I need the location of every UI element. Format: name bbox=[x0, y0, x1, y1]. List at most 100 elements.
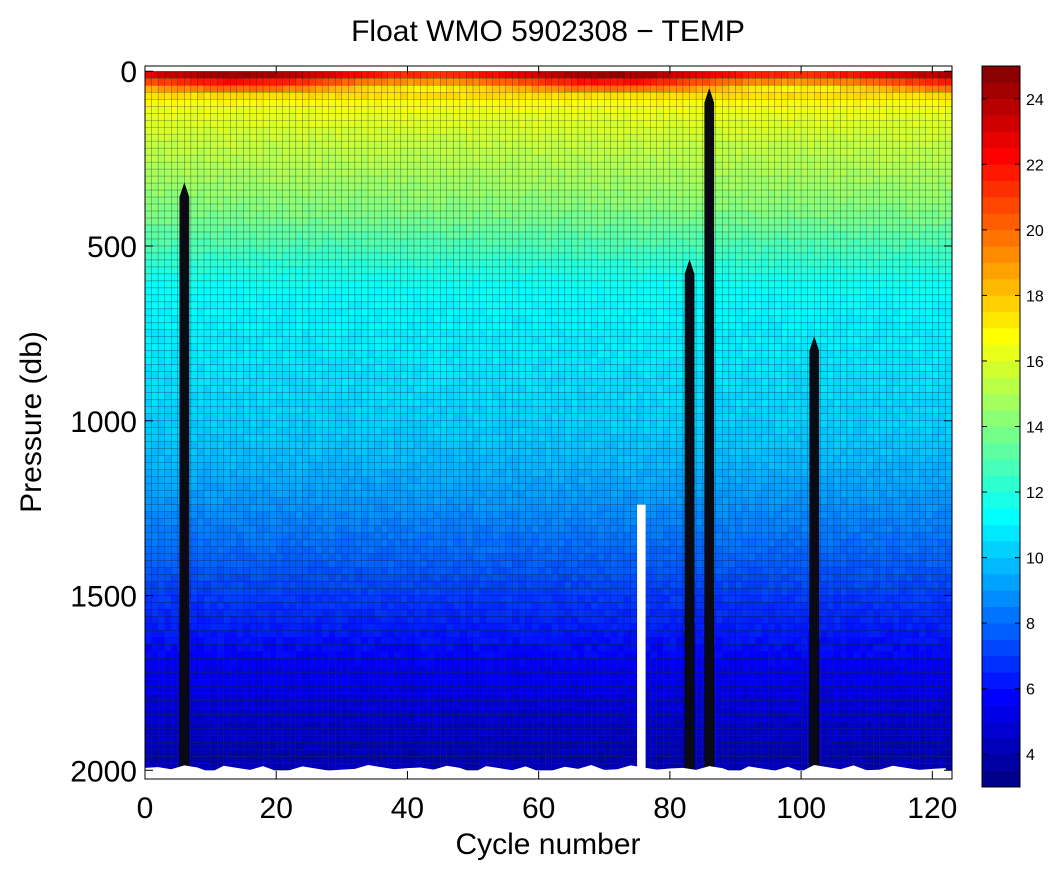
heatmap-cell bbox=[295, 392, 303, 400]
heatmap-cell bbox=[269, 385, 277, 393]
heatmap-cell bbox=[321, 140, 329, 149]
heatmap-cell bbox=[276, 679, 283, 687]
heatmap-cell bbox=[262, 644, 270, 652]
heatmap-cell bbox=[184, 92, 192, 100]
heatmap-cell bbox=[341, 106, 349, 114]
heatmap-cell bbox=[459, 175, 467, 184]
heatmap-cell bbox=[446, 203, 454, 212]
heatmap-cell bbox=[466, 476, 474, 484]
heatmap-cell bbox=[276, 406, 283, 414]
heatmap-cell bbox=[400, 518, 408, 526]
heatmap-cell bbox=[321, 364, 329, 372]
heatmap-cell bbox=[348, 99, 356, 107]
heatmap-cell bbox=[354, 518, 362, 526]
heatmap-cell bbox=[151, 182, 159, 191]
heatmap-cell bbox=[276, 707, 283, 715]
heatmap-cell bbox=[144, 315, 152, 324]
heatmap-cell bbox=[335, 728, 343, 736]
heatmap-cell bbox=[308, 595, 316, 603]
heatmap-cell bbox=[203, 637, 211, 645]
heatmap-cell bbox=[446, 574, 454, 582]
heatmap-cell bbox=[400, 224, 408, 233]
heatmap-cell bbox=[466, 133, 474, 142]
heatmap-cell bbox=[236, 483, 244, 491]
heatmap-cell bbox=[354, 588, 362, 596]
heatmap-cell bbox=[308, 259, 316, 268]
heatmap-cell bbox=[354, 113, 362, 121]
heatmap-cell bbox=[433, 71, 441, 79]
heatmap-cell bbox=[197, 490, 205, 498]
heatmap-cell bbox=[335, 245, 343, 254]
heatmap-cell bbox=[433, 742, 441, 750]
heatmap-cell bbox=[190, 168, 198, 177]
heatmap-cell bbox=[341, 749, 349, 757]
heatmap-cell bbox=[269, 392, 277, 400]
heatmap-cell bbox=[446, 686, 454, 694]
heatmap-cell bbox=[171, 294, 178, 303]
heatmap-cell bbox=[407, 119, 415, 128]
heatmap-cell bbox=[374, 378, 382, 386]
heatmap-cell bbox=[354, 707, 362, 715]
heatmap-cell bbox=[394, 735, 402, 743]
heatmap-cell bbox=[321, 119, 329, 128]
heatmap-cell bbox=[171, 106, 178, 114]
heatmap-cell bbox=[341, 448, 349, 456]
heatmap-cell bbox=[466, 602, 474, 610]
heatmap-cell bbox=[394, 644, 402, 652]
heatmap-cell bbox=[249, 427, 257, 435]
heatmap-cell bbox=[361, 273, 369, 282]
heatmap-cell bbox=[203, 609, 211, 617]
heatmap-cell bbox=[203, 455, 211, 463]
heatmap-cell bbox=[243, 679, 251, 687]
heatmap-cell bbox=[394, 392, 402, 400]
heatmap-cell bbox=[361, 483, 369, 491]
heatmap-cell bbox=[249, 742, 257, 750]
heatmap-cell bbox=[295, 140, 303, 149]
heatmap-cell bbox=[190, 133, 198, 142]
heatmap-cell bbox=[151, 92, 159, 100]
heatmap-cell bbox=[426, 497, 434, 505]
heatmap-cell bbox=[341, 210, 349, 219]
heatmap-cell bbox=[341, 350, 349, 359]
heatmap-cell bbox=[230, 434, 238, 442]
heatmap-cell bbox=[269, 399, 277, 407]
heatmap-cell bbox=[400, 182, 408, 191]
heatmap-cell bbox=[276, 728, 283, 736]
heatmap-cell bbox=[282, 686, 290, 694]
heatmap-cell bbox=[348, 539, 356, 547]
heatmap-cell bbox=[276, 448, 283, 456]
heatmap-cell bbox=[328, 175, 336, 184]
heatmap-cell bbox=[407, 406, 415, 414]
heatmap-cell bbox=[440, 315, 447, 324]
heatmap-cell bbox=[249, 721, 257, 729]
heatmap-cell bbox=[407, 693, 415, 701]
heatmap-cell bbox=[400, 378, 408, 386]
heatmap-cell bbox=[171, 441, 178, 449]
heatmap-cell bbox=[466, 448, 474, 456]
heatmap-cell bbox=[354, 490, 362, 498]
heatmap-cell bbox=[289, 721, 297, 729]
heatmap-cell bbox=[151, 455, 159, 463]
heatmap-cell bbox=[426, 273, 434, 282]
heatmap-cell bbox=[276, 78, 283, 86]
heatmap-cell bbox=[328, 210, 336, 219]
heatmap-cell bbox=[328, 350, 336, 359]
heatmap-cell bbox=[459, 497, 467, 505]
heatmap-cell bbox=[276, 693, 283, 701]
heatmap-cell bbox=[381, 315, 388, 324]
heatmap-cell bbox=[361, 78, 369, 86]
heatmap-cell bbox=[151, 560, 159, 568]
heatmap-cell bbox=[374, 756, 382, 764]
heatmap-cell bbox=[262, 595, 270, 603]
heatmap-cell bbox=[276, 721, 283, 729]
heatmap-cell bbox=[203, 574, 211, 582]
heatmap-cell bbox=[426, 476, 434, 484]
heatmap-cell bbox=[348, 140, 356, 149]
heatmap-cell bbox=[157, 553, 165, 561]
heatmap-cell bbox=[223, 644, 231, 652]
heatmap-cell bbox=[302, 357, 310, 366]
heatmap-cell bbox=[289, 714, 297, 722]
heatmap-cell bbox=[157, 721, 165, 729]
heatmap-cell bbox=[289, 637, 297, 645]
heatmap-cell bbox=[453, 287, 461, 296]
